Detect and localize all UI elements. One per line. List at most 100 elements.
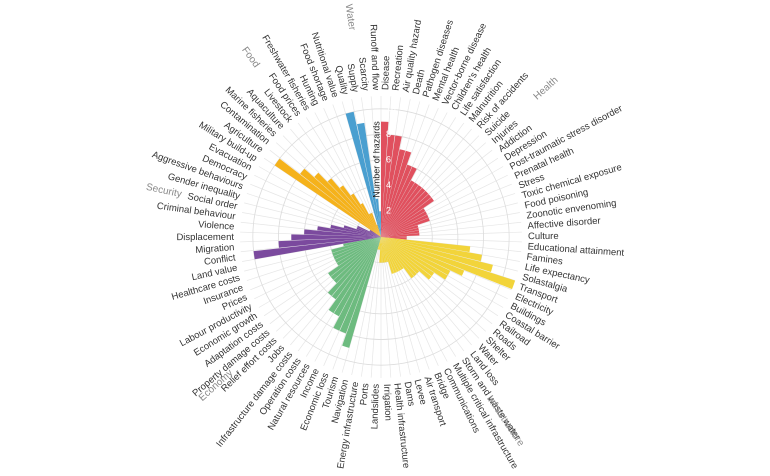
- category-label: Disease: [380, 56, 392, 91]
- spoke: [380, 236, 430, 370]
- bar: [381, 197, 434, 237]
- bar: [339, 185, 381, 237]
- spoke: [380, 135, 480, 238]
- spoke: [341, 101, 382, 238]
- bar: [381, 237, 417, 277]
- bar: [330, 237, 381, 280]
- bar: [379, 211, 381, 237]
- spoke: [258, 236, 382, 308]
- bar: [304, 229, 381, 237]
- bar: [345, 111, 381, 237]
- tick-label: 2: [386, 206, 391, 216]
- bar: [356, 227, 381, 237]
- bar: [369, 230, 381, 237]
- bar: [381, 190, 429, 237]
- category-label: Violence: [198, 219, 235, 232]
- bar: [381, 237, 493, 273]
- bar: [381, 237, 448, 280]
- bar: [379, 237, 381, 263]
- spoke: [380, 236, 448, 362]
- spoke: [242, 236, 382, 262]
- bar: [381, 121, 389, 237]
- spoke: [250, 236, 382, 291]
- bar: [317, 226, 381, 237]
- bar: [381, 134, 395, 237]
- spoke: [380, 236, 392, 378]
- bar: [381, 237, 451, 276]
- bar: [381, 237, 516, 290]
- category-label: Conflict: [203, 252, 236, 267]
- bar: [381, 237, 420, 274]
- spoke: [246, 236, 382, 281]
- tick-label: 4: [386, 180, 391, 190]
- bar: [339, 237, 381, 334]
- category-label: Ports: [358, 382, 371, 405]
- bar: [274, 158, 381, 237]
- bar: [370, 212, 381, 237]
- spoke: [254, 174, 382, 238]
- bar: [375, 198, 381, 237]
- spoke: [269, 236, 382, 325]
- bar: [381, 237, 435, 277]
- tick-label: 10: [386, 103, 396, 113]
- spoke: [290, 236, 382, 346]
- bar: [381, 237, 389, 263]
- spoke: [380, 221, 522, 238]
- spoke: [380, 236, 439, 366]
- bar: [368, 213, 381, 237]
- bar: [278, 237, 381, 248]
- spoke: [332, 104, 382, 238]
- bar: [381, 230, 420, 237]
- bar: [381, 214, 429, 237]
- bar: [328, 237, 381, 277]
- bar: [381, 182, 419, 237]
- group-label: Water: [343, 3, 358, 31]
- bar: [381, 237, 385, 263]
- bar: [381, 135, 402, 237]
- bar: [327, 178, 381, 237]
- bar: [381, 211, 427, 237]
- bar: [381, 237, 404, 270]
- spoke: [380, 117, 457, 238]
- bar: [381, 164, 412, 237]
- bar: [342, 237, 381, 348]
- bar: [381, 150, 412, 237]
- category-label: Displacement: [176, 232, 234, 243]
- tick-label: 6: [386, 154, 391, 164]
- category-label: Dams: [402, 381, 417, 408]
- spoke: [361, 97, 382, 238]
- spoke: [258, 166, 382, 238]
- bar: [333, 237, 381, 331]
- spoke: [240, 236, 382, 253]
- spoke: [380, 174, 508, 238]
- bar: [333, 237, 381, 317]
- bar: [333, 237, 381, 260]
- spoke: [361, 236, 382, 377]
- bar: [381, 208, 426, 237]
- axis-label: Number of hazards: [371, 121, 381, 198]
- spoke: [380, 97, 401, 238]
- bar: [331, 237, 381, 300]
- bar: [328, 237, 381, 314]
- spoke: [370, 96, 382, 238]
- spoke: [282, 236, 382, 339]
- bar: [381, 237, 432, 280]
- spoke: [380, 193, 516, 238]
- spoke: [351, 236, 382, 375]
- bar: [343, 237, 381, 247]
- spoke: [380, 236, 504, 308]
- bar: [253, 237, 381, 260]
- bar: [379, 237, 381, 250]
- bar: [381, 232, 420, 237]
- bar: [381, 194, 432, 237]
- spoke: [380, 202, 518, 238]
- bar: [381, 237, 400, 273]
- category-label: Culture: [528, 231, 559, 242]
- bar: [381, 237, 395, 274]
- tick-label: 8: [386, 129, 391, 139]
- spoke: [380, 236, 512, 291]
- bar: [381, 237, 414, 279]
- bar: [376, 224, 381, 237]
- bar: [331, 237, 381, 253]
